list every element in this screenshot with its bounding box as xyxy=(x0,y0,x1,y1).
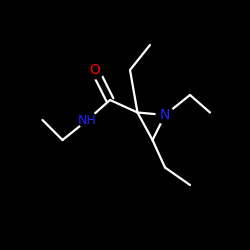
Circle shape xyxy=(86,61,104,79)
Circle shape xyxy=(156,106,174,124)
Text: N: N xyxy=(160,108,170,122)
Text: O: O xyxy=(90,63,101,77)
Circle shape xyxy=(79,111,96,129)
Text: NH: NH xyxy=(78,114,97,126)
